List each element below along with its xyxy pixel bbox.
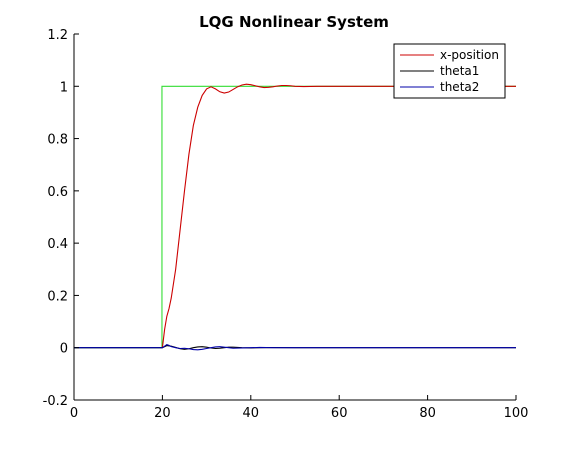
y-tick-label: -0.2 [43,394,68,409]
x-tick-label: 20 [154,406,171,421]
series-line-x-position [161,83,516,348]
y-tick-label: 0.8 [47,133,68,148]
series-line-reference [74,85,516,349]
series-group [74,83,516,351]
y-tick-label: 0.4 [47,237,68,252]
x-tick-label: 60 [331,406,348,421]
x-tick-label: 100 [504,406,529,421]
y-tick-label: 0.2 [47,289,68,304]
legend: x-position theta1 theta2 [393,43,506,99]
series-line-theta2 [74,343,516,351]
y-tick-label: 1 [60,80,68,95]
x-tick-label: 0 [70,406,78,421]
legend-label-theta2: theta2 [440,80,479,94]
y-tick-label: 0 [60,342,68,357]
x-axis: 0 20 40 60 80 100 [70,395,529,421]
plot-area [73,34,516,401]
x-tick-label: 40 [243,406,260,421]
legend-label-theta1: theta1 [440,64,479,78]
legend-label-x-position: x-position [440,48,499,62]
y-tick-label: 1.2 [47,28,68,43]
x-tick-label: 80 [419,406,436,421]
chart-title: LQG Nonlinear System [199,13,389,31]
y-tick-label: 0.6 [47,185,68,200]
y-axis: -0.2 0 0.2 0.4 0.6 0.8 1 1.2 [43,28,79,409]
